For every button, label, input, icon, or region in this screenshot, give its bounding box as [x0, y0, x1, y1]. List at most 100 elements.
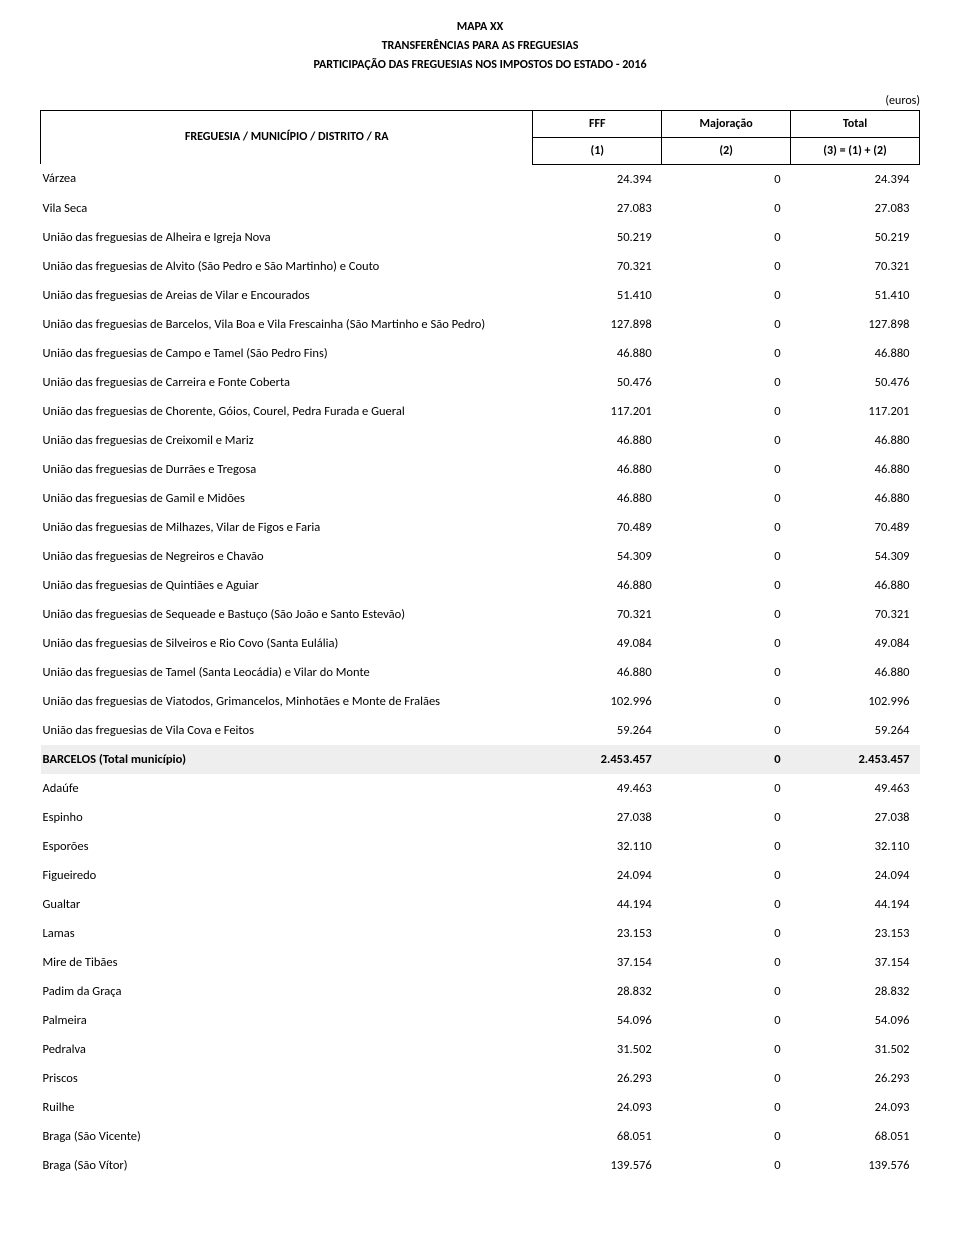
col-header-maj: Majoração [662, 110, 791, 137]
cell-maj: 0 [662, 223, 791, 252]
unit-label: (euros) [40, 94, 920, 108]
cell-name: União das freguesias de Tamel (Santa Leo… [41, 658, 533, 687]
cell-name: Braga (São Vítor) [41, 1151, 533, 1180]
cell-total: 24.094 [791, 861, 920, 890]
cell-total: 50.476 [791, 368, 920, 397]
table-row: Figueiredo24.094024.094 [41, 861, 920, 890]
table-row: União das freguesias de Carreira e Fonte… [41, 368, 920, 397]
cell-fff: 24.094 [533, 861, 662, 890]
cell-total: 46.880 [791, 484, 920, 513]
table-row: União das freguesias de Silveiros e Rio … [41, 629, 920, 658]
table-row: Braga (São Vítor)139.5760139.576 [41, 1151, 920, 1180]
table-row: União das freguesias de Gamil e Midões46… [41, 484, 920, 513]
table-row: União das freguesias de Alheira e Igreja… [41, 223, 920, 252]
cell-name: União das freguesias de Areias de Vilar … [41, 281, 533, 310]
table-row: Ruilhe24.093024.093 [41, 1093, 920, 1122]
cell-maj: 0 [662, 600, 791, 629]
cell-fff: 139.576 [533, 1151, 662, 1180]
col-header-total: Total [791, 110, 920, 137]
cell-maj: 0 [662, 1035, 791, 1064]
cell-name: Vila Seca [41, 194, 533, 223]
cell-name: União das freguesias de Alvito (São Pedr… [41, 252, 533, 281]
cell-maj: 0 [662, 1122, 791, 1151]
cell-maj: 0 [662, 252, 791, 281]
cell-maj: 0 [662, 164, 791, 194]
cell-name: Esporões [41, 832, 533, 861]
cell-fff: 50.219 [533, 223, 662, 252]
cell-maj: 0 [662, 716, 791, 745]
cell-name: Priscos [41, 1064, 533, 1093]
table-row: União das freguesias de Areias de Vilar … [41, 281, 920, 310]
cell-total: 70.321 [791, 252, 920, 281]
cell-name: Espinho [41, 803, 533, 832]
cell-maj: 0 [662, 948, 791, 977]
cell-total: 59.264 [791, 716, 920, 745]
cell-fff: 59.264 [533, 716, 662, 745]
cell-total: 46.880 [791, 339, 920, 368]
col-header-name: FREGUESIA / MUNICÍPIO / DISTRITO / RA [41, 110, 533, 164]
table-row: Braga (São Vicente)68.051068.051 [41, 1122, 920, 1151]
cell-name: União das freguesias de Barcelos, Vila B… [41, 310, 533, 339]
cell-total: 49.084 [791, 629, 920, 658]
cell-fff: 70.489 [533, 513, 662, 542]
cell-maj: 0 [662, 194, 791, 223]
cell-total: 51.410 [791, 281, 920, 310]
table-row: União das freguesias de Quintiães e Agui… [41, 571, 920, 600]
cell-fff: 70.321 [533, 600, 662, 629]
cell-total: 23.153 [791, 919, 920, 948]
cell-total: 127.898 [791, 310, 920, 339]
header-line-3: PARTICIPAÇÃO DAS FREGUESIAS NOS IMPOSTOS… [40, 56, 920, 75]
cell-fff: 28.832 [533, 977, 662, 1006]
table-body: Várzea24.394024.394Vila Seca27.083027.08… [41, 164, 920, 1180]
cell-name: Várzea [41, 164, 533, 194]
cell-fff: 46.880 [533, 426, 662, 455]
cell-name: União das freguesias de Milhazes, Vilar … [41, 513, 533, 542]
cell-fff: 32.110 [533, 832, 662, 861]
header-line-1: MAPA XX [40, 18, 920, 37]
cell-name: Palmeira [41, 1006, 533, 1035]
cell-maj: 0 [662, 861, 791, 890]
cell-name: Mire de Tibães [41, 948, 533, 977]
cell-total: 24.394 [791, 164, 920, 194]
cell-name: União das freguesias de Campo e Tamel (S… [41, 339, 533, 368]
cell-fff: 31.502 [533, 1035, 662, 1064]
cell-maj: 0 [662, 832, 791, 861]
table-row: União das freguesias de Creixomil e Mari… [41, 426, 920, 455]
cell-fff: 46.880 [533, 571, 662, 600]
table-row: União das freguesias de Campo e Tamel (S… [41, 339, 920, 368]
cell-fff: 117.201 [533, 397, 662, 426]
col-header-fff: FFF [533, 110, 662, 137]
table-row: BARCELOS (Total município)2.453.45702.45… [41, 745, 920, 774]
cell-name: União das freguesias de Negreiros e Chav… [41, 542, 533, 571]
cell-fff: 23.153 [533, 919, 662, 948]
cell-fff: 70.321 [533, 252, 662, 281]
cell-total: 27.038 [791, 803, 920, 832]
cell-total: 54.096 [791, 1006, 920, 1035]
cell-name: União das freguesias de Carreira e Fonte… [41, 368, 533, 397]
cell-maj: 0 [662, 1064, 791, 1093]
cell-maj: 0 [662, 484, 791, 513]
cell-maj: 0 [662, 571, 791, 600]
cell-total: 26.293 [791, 1064, 920, 1093]
table-row: União das freguesias de Milhazes, Vilar … [41, 513, 920, 542]
cell-name: Figueiredo [41, 861, 533, 890]
cell-maj: 0 [662, 368, 791, 397]
table-row: Palmeira54.096054.096 [41, 1006, 920, 1035]
table-row: Vila Seca27.083027.083 [41, 194, 920, 223]
cell-fff: 127.898 [533, 310, 662, 339]
cell-fff: 49.463 [533, 774, 662, 803]
data-table: FREGUESIA / MUNICÍPIO / DISTRITO / RA FF… [40, 110, 920, 1180]
cell-total: 50.219 [791, 223, 920, 252]
table-row: Várzea24.394024.394 [41, 164, 920, 194]
cell-name: União das freguesias de Durrães e Tregos… [41, 455, 533, 484]
cell-name: Lamas [41, 919, 533, 948]
table-row: União das freguesias de Sequeade e Bastu… [41, 600, 920, 629]
cell-total: 68.051 [791, 1122, 920, 1151]
cell-total: 46.880 [791, 426, 920, 455]
cell-maj: 0 [662, 687, 791, 716]
table-row: União das freguesias de Tamel (Santa Leo… [41, 658, 920, 687]
cell-name: Adaúfe [41, 774, 533, 803]
cell-fff: 27.083 [533, 194, 662, 223]
cell-total: 54.309 [791, 542, 920, 571]
cell-maj: 0 [662, 426, 791, 455]
